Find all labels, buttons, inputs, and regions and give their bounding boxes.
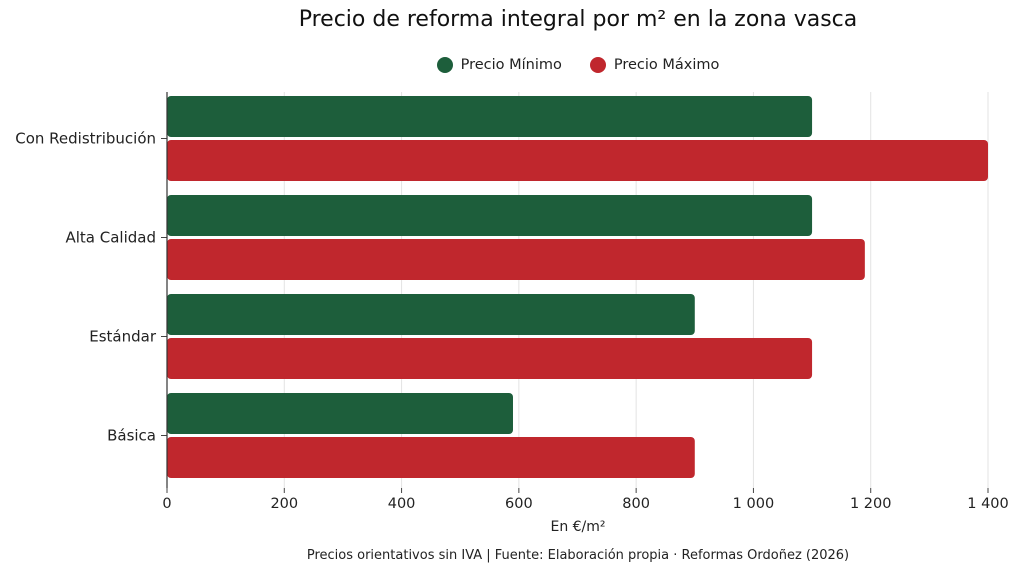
- bar: [167, 239, 865, 280]
- bar: [167, 437, 695, 478]
- x-tick-label: 1 200: [850, 496, 892, 512]
- category-label: Básica: [107, 427, 156, 445]
- legend-item-min[interactable]: Precio Mínimo: [436, 57, 562, 73]
- x-tick-label: 1 400: [967, 496, 1009, 512]
- legend-item-max[interactable]: Precio Máximo: [589, 57, 720, 73]
- x-tick-label: 400: [388, 496, 416, 512]
- legend-swatch-min: [436, 57, 453, 73]
- category-label: Con Redistribución: [15, 130, 156, 148]
- legend-label-max: Precio Máximo: [613, 57, 720, 73]
- x-tick-label: 1 000: [733, 496, 775, 512]
- x-axis-label: En €/m²: [550, 519, 605, 535]
- x-tick-label: 800: [622, 496, 650, 512]
- bar: [167, 294, 695, 335]
- bar-chart: Con Redistribución Alta Calidad Estándar Bá…: [15, 92, 1009, 535]
- x-tick-label: 200: [270, 496, 298, 512]
- category-label: Alta Calidad: [65, 229, 156, 247]
- chart-legend: Precio Mínimo Precio Máximo: [0, 57, 1024, 73]
- x-tick-label: 0: [162, 496, 171, 512]
- chart-title: Precio de reforma integral por m² en la …: [298, 7, 858, 32]
- legend-swatch-max: [589, 57, 606, 73]
- bar: [167, 393, 513, 434]
- bar: [167, 96, 813, 137]
- bar: [167, 195, 813, 236]
- legend-label-min: Precio Mínimo: [460, 57, 562, 73]
- bar: [167, 338, 813, 379]
- x-tick-label: 600: [505, 496, 533, 512]
- bar: [167, 140, 988, 181]
- chart-footer-note: Precios orientativos sin IVA | Fuente: E…: [306, 548, 850, 563]
- category-label: Estándar: [89, 328, 157, 346]
